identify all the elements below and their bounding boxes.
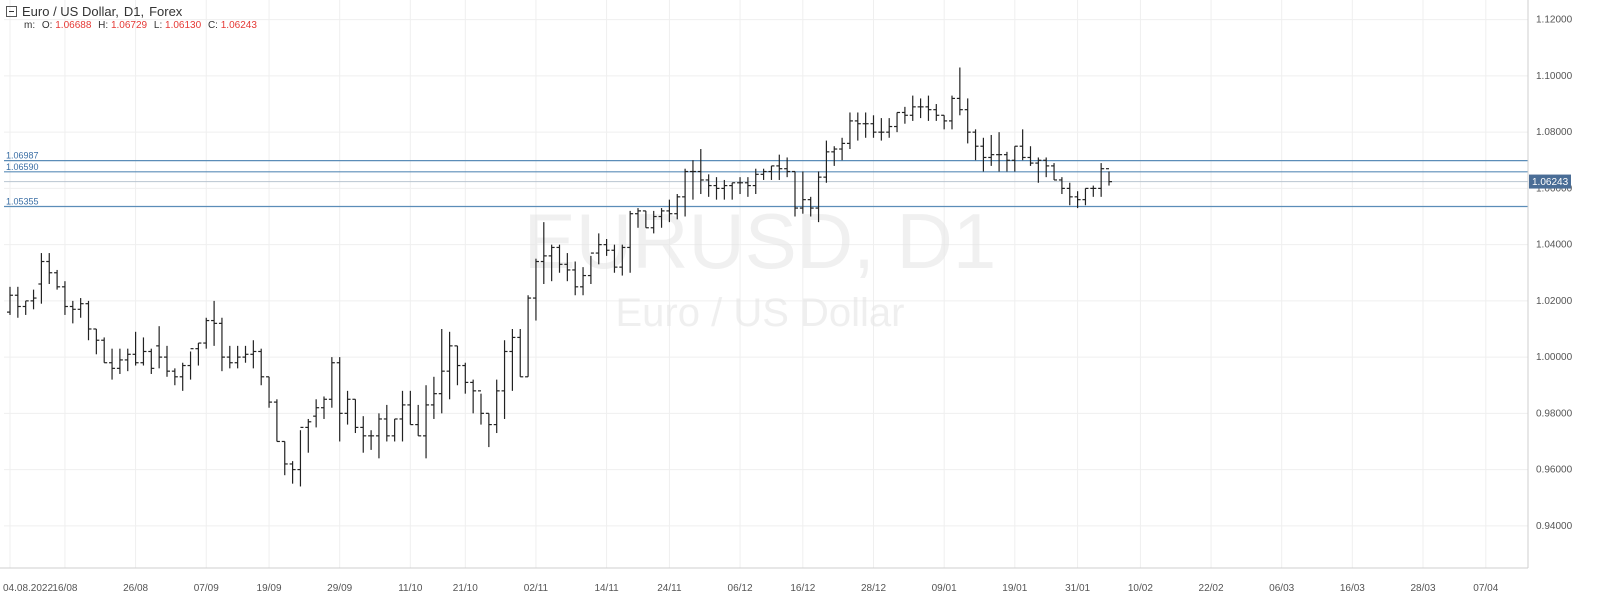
low-label: L: [153,20,163,31]
last-price-label: 1.06243 [1532,177,1569,188]
x-tick-label: 02/11 [524,583,549,594]
close-label: C: [207,20,218,31]
level-label: 1.05355 [6,197,39,207]
symbol-watermark: EURUSD, D1 Euro / US Dollar [524,197,996,335]
y-tick-label: 0.98000 [1536,408,1573,419]
y-tick-label: 1.02000 [1536,296,1573,307]
y-tick-label: 1.08000 [1536,127,1573,138]
x-tick-label: 24/11 [657,583,682,594]
x-tick-label: 19/09 [257,583,282,594]
x-tick-label: 07/04 [1473,583,1498,594]
last-price-tag [1529,174,1571,189]
open-label: O: [41,20,53,31]
collapse-icon[interactable] [6,6,17,17]
chart-axes: 0.94000 0.96000 0.98000 1.00000 1.02000 1.040… [0,0,1573,594]
x-tick-label: 22/02 [1199,583,1224,594]
y-tick-label: 1.06000 [1536,183,1573,194]
watermark-name-text: Euro / US Dollar [616,291,905,335]
x-tick-label: 09/01 [932,583,957,594]
low-value: 1.06130 [165,20,202,31]
x-tick-label: 11/10 [398,583,423,594]
symbol-label: Euro / US Dollar, [22,4,119,19]
x-tick-label: 06/03 [1269,583,1294,594]
chart-header: Euro / US Dollar, D1, Forex m: O: 1.0668… [6,4,257,31]
high-label: H: [98,20,109,31]
ohlc-bars [7,67,1112,487]
ohlc-readout: m: O: 1.06688 H: 1.06729 L: 1.06130 C: 1… [24,20,257,31]
x-tick-label: 06/12 [728,583,753,594]
x-tick-label: 21/10 [453,583,478,594]
level-label: 1.06987 [6,151,39,161]
x-tick-label: 16/03 [1340,583,1365,594]
x-tick-label: 26/08 [123,583,148,594]
x-tick-label: 14/11 [594,583,619,594]
high-value: 1.06729 [110,20,148,31]
level-label: 1.06590 [6,162,39,172]
y-tick-label: 0.94000 [1536,521,1573,532]
watermark-symbol-text: EURUSD, D1 [524,197,996,285]
x-tick-label: 28/12 [861,583,886,594]
chart-grid [4,0,1528,568]
ohlc-prefix: m: [24,20,36,31]
x-tick-label: 31/01 [1065,583,1090,594]
y-tick-label: 1.12000 [1536,15,1573,26]
close-value: 1.06243 [220,20,257,31]
x-tick-label: 16/08 [52,583,77,594]
x-tick-label: 28/03 [1410,583,1435,594]
y-tick-label: 1.10000 [1536,71,1573,82]
y-tick-label: 1.00000 [1536,352,1573,363]
x-tick-label: 07/09 [194,583,219,594]
y-tick-label: 1.04000 [1536,240,1573,251]
timeframe-label: D1, [123,4,145,19]
x-tick-label: 10/02 [1128,583,1153,594]
y-tick-label: 0.96000 [1536,465,1573,476]
market-label: Forex [149,4,183,19]
x-tick-label: 29/09 [327,583,352,594]
x-tick-label: 19/01 [1002,583,1027,594]
open-value: 1.06688 [55,20,92,31]
x-tick-label: 04.08.2022 [3,583,53,594]
x-tick-label: 16/12 [790,583,815,594]
